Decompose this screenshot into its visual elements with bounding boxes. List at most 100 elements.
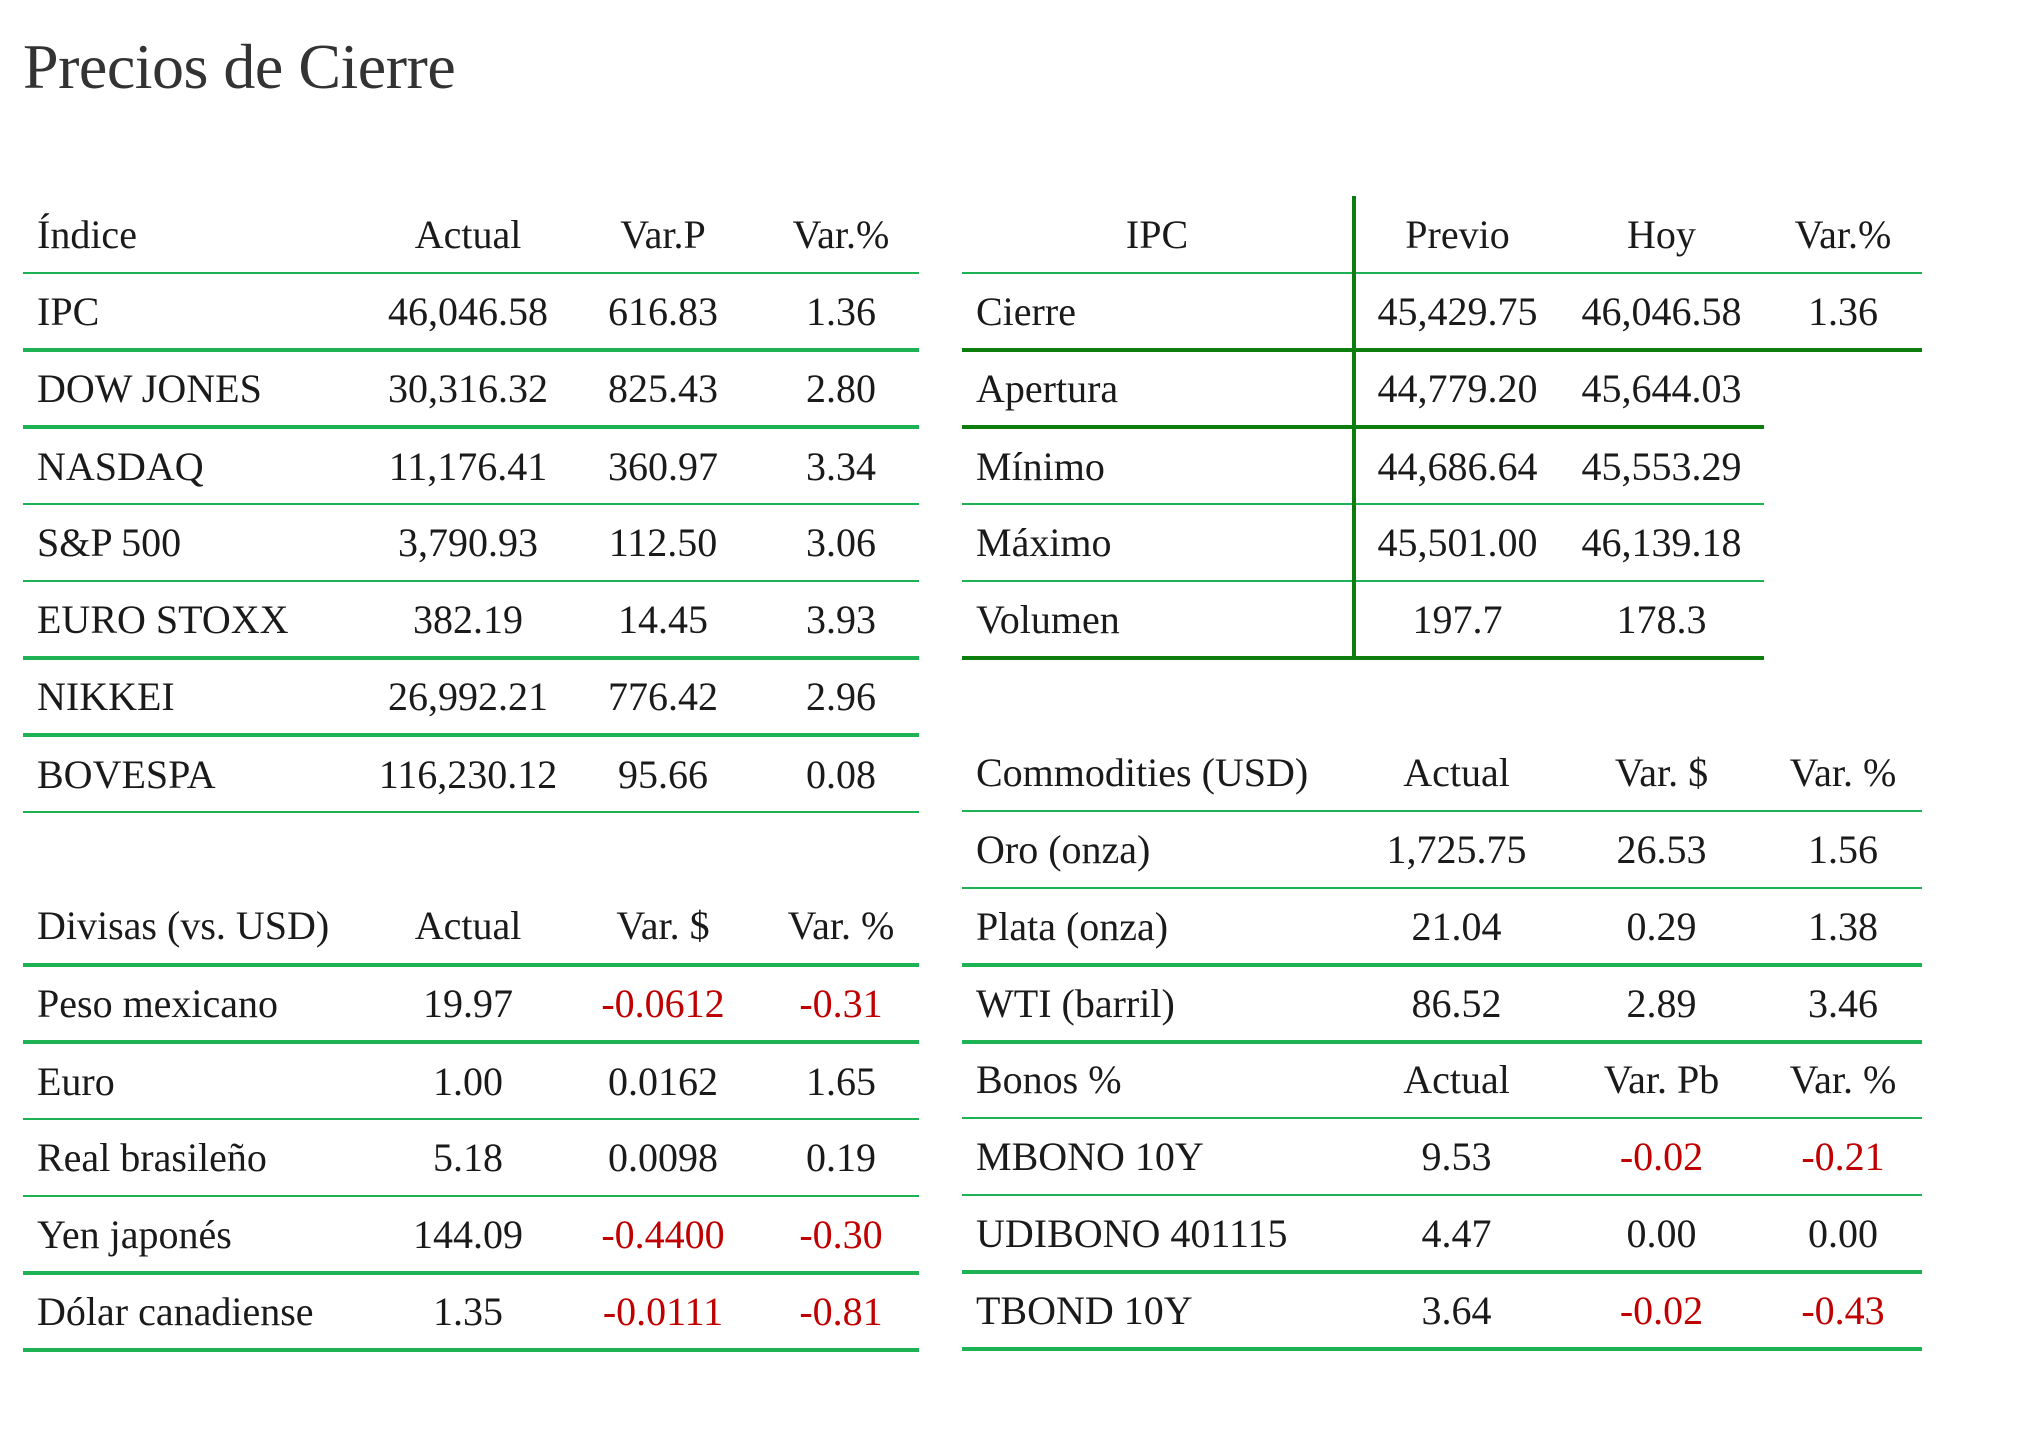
bonds-header-actual: Actual: [1354, 1041, 1559, 1119]
bond-actual: 3.64: [1354, 1272, 1559, 1351]
commodity-row: Oro (onza) 1,725.75 26.53 1.56: [962, 811, 1922, 889]
currencies-header-name: Divisas (vs. USD): [23, 888, 373, 967]
indices-header-var-p: Var.P: [563, 196, 763, 274]
ipc-hoy: 46,139.18: [1559, 504, 1764, 582]
indices-row: DOW JONES 30,316.32 825.43 2.80: [23, 350, 919, 429]
index-actual: 11,176.41: [373, 427, 563, 505]
ipc-empty-cell: [1764, 427, 1922, 504]
index-name: S&P 500: [23, 504, 373, 582]
ipc-hoy: 45,553.29: [1559, 427, 1764, 505]
index-actual: 382.19: [373, 581, 563, 660]
commodity-name: WTI (barril): [962, 965, 1354, 1044]
commodities-header-name: Commodities (USD): [962, 734, 1354, 812]
indices-row: IPC 46,046.58 616.83 1.36: [23, 273, 919, 352]
bonds-header-row: Bonos % Actual Var. Pb Var. %: [962, 1041, 1922, 1119]
commodities-header-row: Commodities (USD) Actual Var. $ Var. %: [962, 734, 1922, 812]
index-var-pct: 2.80: [763, 350, 919, 429]
ipc-row: Cierre 45,429.75 46,046.58 1.36: [962, 273, 1922, 352]
currency-var-pct: 0.19: [763, 1119, 919, 1197]
commodity-actual: 21.04: [1354, 888, 1559, 967]
currency-actual: 5.18: [373, 1119, 563, 1197]
currency-row: Yen japonés 144.09 -0.4400 -0.30: [23, 1196, 919, 1275]
index-var-p: 360.97: [563, 427, 763, 505]
ipc-hoy: 46,046.58: [1559, 273, 1764, 352]
ipc-previo: 44,779.20: [1354, 350, 1559, 429]
bond-var-pb: 0.00: [1559, 1195, 1764, 1274]
commodity-var-pct: 3.46: [1764, 965, 1922, 1044]
index-name: IPC: [23, 273, 373, 352]
bonds-header-name: Bonos %: [962, 1041, 1354, 1119]
commodity-name: Plata (onza): [962, 888, 1354, 967]
indices-header-name: Índice: [23, 196, 373, 274]
ipc-header-hoy: Hoy: [1559, 196, 1764, 274]
currency-actual: 144.09: [373, 1196, 563, 1275]
commodity-var-pct: 1.38: [1764, 888, 1922, 967]
currency-name: Yen japonés: [23, 1196, 373, 1275]
index-var-pct: 3.93: [763, 581, 919, 660]
currency-var-pct: 1.65: [763, 1042, 919, 1120]
currency-var-pct: -0.81: [763, 1273, 919, 1352]
ipc-row-label: Mínimo: [962, 427, 1356, 505]
currencies-header-var-usd: Var. $: [563, 888, 763, 967]
commodities-table: Commodities (USD) Actual Var. $ Var. % O…: [962, 734, 1922, 1044]
bond-actual: 4.47: [1354, 1195, 1559, 1274]
commodity-var-usd: 0.29: [1559, 888, 1764, 967]
indices-row: BOVESPA 116,230.12 95.66 0.08: [23, 735, 919, 813]
index-name: BOVESPA: [23, 735, 373, 813]
ipc-hoy: 178.3: [1559, 581, 1764, 660]
currency-name: Real brasileño: [23, 1119, 373, 1197]
ipc-previo: 44,686.64: [1354, 427, 1559, 505]
index-var-p: 825.43: [563, 350, 763, 429]
index-name: NIKKEI: [23, 658, 373, 737]
ipc-empty-cell: [1764, 504, 1922, 581]
ipc-row-label: Máximo: [962, 504, 1356, 582]
ipc-row-label: Cierre: [962, 273, 1356, 352]
indices-row: S&P 500 3,790.93 112.50 3.06: [23, 504, 919, 582]
indices-header-actual: Actual: [373, 196, 563, 274]
bond-name: MBONO 10Y: [962, 1118, 1354, 1196]
ipc-row: Mínimo 44,686.64 45,553.29: [962, 427, 1922, 505]
ipc-previo: 197.7: [1354, 581, 1559, 660]
currency-var-usd: 0.0098: [563, 1119, 763, 1197]
currency-actual: 1.35: [373, 1273, 563, 1352]
currency-name: Dólar canadiense: [23, 1273, 373, 1352]
bond-var-pct: 0.00: [1764, 1195, 1922, 1274]
commodity-actual: 86.52: [1354, 965, 1559, 1044]
index-var-pct: 3.34: [763, 427, 919, 505]
commodity-actual: 1,725.75: [1354, 811, 1559, 889]
index-name: EURO STOXX: [23, 581, 373, 660]
commodity-var-usd: 26.53: [1559, 811, 1764, 889]
currency-var-usd: 0.0162: [563, 1042, 763, 1120]
index-var-p: 14.45: [563, 581, 763, 660]
commodity-row: WTI (barril) 86.52 2.89 3.46: [962, 965, 1922, 1044]
ipc-previo: 45,429.75: [1354, 273, 1559, 352]
bond-var-pb: -0.02: [1559, 1272, 1764, 1351]
ipc-var-pct: 1.36: [1764, 273, 1922, 352]
currency-var-usd: -0.0612: [563, 965, 763, 1044]
index-var-pct: 0.08: [763, 735, 919, 813]
currency-row: Peso mexicano 19.97 -0.0612 -0.31: [23, 965, 919, 1044]
currency-actual: 19.97: [373, 965, 563, 1044]
bonds-header-var-pb: Var. Pb: [1559, 1041, 1764, 1119]
ipc-row: Volumen 197.7 178.3: [962, 581, 1922, 660]
currency-var-usd: -0.0111: [563, 1273, 763, 1352]
index-var-pct: 3.06: [763, 504, 919, 582]
ipc-header-row: IPC Previo Hoy Var.%: [962, 196, 1922, 274]
currency-row: Euro 1.00 0.0162 1.65: [23, 1042, 919, 1120]
currency-row: Dólar canadiense 1.35 -0.0111 -0.81: [23, 1273, 919, 1352]
ipc-table: IPC Previo Hoy Var.% Cierre 45,429.75 46…: [962, 196, 1922, 660]
index-var-p: 112.50: [563, 504, 763, 582]
bond-var-pb: -0.02: [1559, 1118, 1764, 1196]
currencies-header-actual: Actual: [373, 888, 563, 967]
currency-name: Peso mexicano: [23, 965, 373, 1044]
ipc-row: Apertura 44,779.20 45,644.03: [962, 350, 1922, 429]
index-var-p: 776.42: [563, 658, 763, 737]
indices-row: NASDAQ 11,176.41 360.97 3.34: [23, 427, 919, 505]
commodities-header-var-pct: Var. %: [1764, 734, 1922, 812]
index-actual: 26,992.21: [373, 658, 563, 737]
currencies-header-var-pct: Var. %: [763, 888, 919, 967]
index-name: NASDAQ: [23, 427, 373, 505]
ipc-row-label: Volumen: [962, 581, 1356, 660]
commodities-header-actual: Actual: [1354, 734, 1559, 812]
ipc-row: Máximo 45,501.00 46,139.18: [962, 504, 1922, 582]
